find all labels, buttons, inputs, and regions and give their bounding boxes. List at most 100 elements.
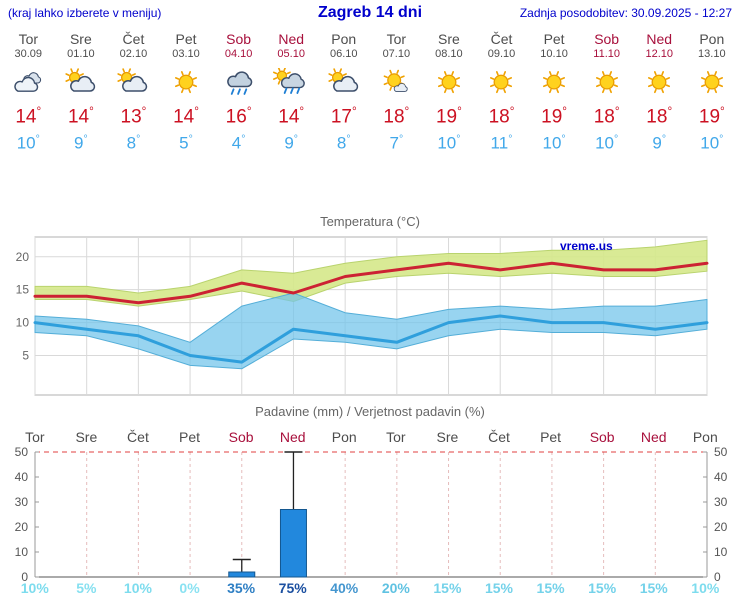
precip-day-label: Sob [228, 429, 254, 445]
precip-bar [279, 509, 307, 578]
sun-shape [595, 71, 618, 94]
weather-icon-cell [580, 68, 633, 99]
precip-probability-row: 10% 5% 10% 0% 35% 75% 40% 20% 15% 15% 15% 15% 15% 10% [9, 580, 731, 596]
precip-probability: 35% [227, 580, 256, 596]
weather-icon-cell [370, 68, 423, 99]
temp-max: 13° [120, 105, 147, 128]
weather-icon-cell [528, 68, 581, 99]
day-date: 01.10 [67, 48, 95, 60]
precip-probability: 0% [179, 580, 200, 596]
day-date: 04.10 [224, 48, 253, 60]
precip-day-label: Pet [540, 429, 562, 445]
precip-day-label: Čet [127, 429, 149, 445]
day-date: 13.10 [698, 48, 726, 60]
sunny-icon [595, 71, 618, 94]
sun-shape [383, 69, 406, 91]
day-date: 03.10 [172, 48, 200, 60]
day-column: Sob 04.10 16° 4° [212, 31, 265, 154]
precip-day-label: Sob [589, 429, 615, 445]
last-update-text: Zadnja posodobitev: 30.09.2025 - 12:27 [519, 6, 732, 20]
sunny-icon [543, 71, 566, 94]
y-tick-label-left: 20 [15, 520, 29, 534]
precip-probability: 10% [20, 580, 49, 596]
temp-max: 16° [225, 105, 252, 128]
cloudy-icon [14, 72, 42, 92]
rain-drops [283, 87, 301, 94]
day-name: Tor [386, 31, 407, 47]
cloud-shape [281, 73, 306, 89]
day-name: Ned [646, 31, 673, 47]
y-tick-label: 10 [16, 316, 30, 330]
precip-day-label: Ned [279, 429, 306, 445]
y-tick-label: 15 [16, 283, 30, 297]
day-name: Sob [594, 31, 620, 47]
rain-sun-icon [273, 66, 306, 94]
y-tick-label-right: 20 [714, 520, 728, 534]
precip-day-label: Ned [640, 429, 667, 445]
y-tick-label-right: 0 [714, 570, 721, 584]
day-column: Sob 11.10 18° 10° [580, 31, 633, 154]
day-column: Ned 05.10 14° 9° [265, 31, 318, 154]
temp-min: 7° [389, 133, 404, 153]
precip-day-label: Sre [75, 429, 98, 445]
sun-shape [700, 71, 723, 94]
temp-min: 8° [126, 133, 141, 153]
day-date: 06.10 [329, 48, 358, 60]
temp-min: 11° [490, 133, 513, 153]
precip-probability: 15% [433, 580, 462, 596]
sun-shape [175, 71, 198, 94]
cloud-shape [122, 75, 148, 92]
day-name: Pon [699, 31, 725, 47]
temp-max: 18° [593, 105, 620, 128]
y-tick-label: 20 [16, 250, 30, 264]
precip-probability: 20% [381, 580, 410, 596]
temp-min: 10° [542, 133, 566, 153]
precip-day-label: Pet [179, 429, 201, 445]
tmin-range-band [34, 292, 708, 370]
day-name: Sre [438, 31, 460, 47]
temp-max: 14° [67, 105, 94, 128]
precip-day-label: Pon [331, 429, 357, 445]
cloud-shape [332, 75, 358, 92]
temp-min: 10° [437, 133, 461, 153]
day-date: 10.10 [540, 48, 568, 60]
precip-probability: 15% [639, 580, 668, 596]
temp-max: 19° [541, 105, 567, 128]
partly-cloudy-icon [328, 68, 358, 92]
temp-max: 18° [646, 105, 673, 128]
weather-icon-cell [423, 68, 476, 99]
weather-icon-cell [686, 68, 739, 99]
precip-probability: 10% [123, 580, 152, 596]
precip-day-labels: Tor Sre Čet Pet Sob Ned Pon Tor Sre Čet Pet Sob Ned P… [9, 429, 731, 445]
day-name: Pon [331, 31, 357, 47]
temp-min: 10° [595, 133, 619, 153]
sun-shape [437, 71, 460, 94]
y-tick-label-right: 50 [714, 446, 728, 459]
top-header: (kraj lahko izberete v meniju) Zagreb 14… [0, 3, 740, 25]
weather-icon-cell [212, 68, 265, 99]
sun-shape [490, 71, 513, 94]
precip-probability: 75% [278, 580, 307, 596]
temp-min: 9° [284, 133, 299, 153]
y-tick-label-left: 50 [15, 446, 29, 459]
temp-max: 18° [488, 105, 515, 128]
weather-icon-cell [317, 68, 370, 99]
weather-icon-cell [160, 68, 213, 99]
partly-cloudy-icon [117, 68, 148, 92]
y-tick-label-right: 10 [714, 545, 728, 559]
sunny-icon [437, 71, 460, 94]
sunny-icon [700, 71, 723, 94]
sunny-icon [490, 71, 513, 94]
day-name: Čet [490, 31, 513, 47]
precip-chart-title: Padavine (mm) / Verjetnost padavin (%) [255, 404, 485, 419]
temp-min: 9° [74, 133, 88, 153]
precip-probability: 15% [484, 580, 513, 596]
day-name: Tor [18, 31, 39, 47]
sunny-icon [648, 71, 671, 94]
day-column: Sre 01.10 14° 9° [55, 31, 108, 154]
forecast-days-table: Tor 30.09 14° 10° Sre 01.10 14° 9° Čet 02.10 13° 8°… [2, 31, 738, 154]
day-name: Sre [69, 31, 92, 47]
temp-min: 5° [179, 133, 193, 153]
precip-day-label: Pon [692, 429, 718, 445]
day-column: Pet 03.10 14° 5° [160, 31, 213, 154]
